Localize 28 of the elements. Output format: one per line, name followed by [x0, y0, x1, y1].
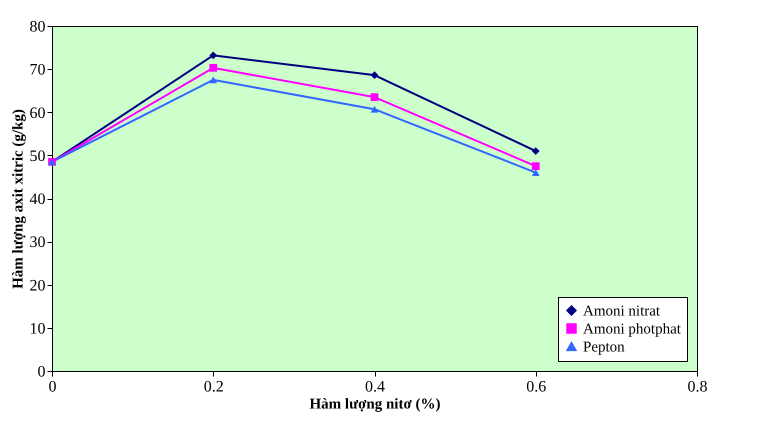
- y-tick-label: 0: [38, 364, 46, 380]
- x-tick-label: 0.4: [365, 378, 385, 396]
- y-tick-label: 10: [30, 320, 46, 338]
- y-tick-label: 80: [30, 18, 46, 36]
- x-tick-label: 0: [48, 378, 56, 396]
- point: [370, 71, 378, 80]
- point: [209, 64, 218, 72]
- x-axis-title: Hàm lượng nitơ (%): [309, 396, 441, 412]
- y-tick-label: 40: [30, 191, 46, 208]
- y-tick-label: 50: [30, 148, 46, 165]
- y-axis-title: Hàm lượng axit xitric (g/kg): [10, 109, 26, 289]
- x-tick-label: 0.6: [526, 378, 546, 396]
- y-tick-label: 70: [30, 62, 46, 79]
- point: [370, 106, 378, 113]
- x-tick-label: 0.8: [688, 378, 708, 396]
- y-tick-label: 30: [30, 234, 46, 252]
- point: [532, 147, 540, 155]
- y-tick-label: 60: [30, 104, 46, 122]
- point: [370, 93, 378, 102]
- legend-label: Amoni nitrat: [583, 304, 661, 320]
- point: [532, 169, 540, 176]
- x-tick-label: 0.2: [204, 378, 224, 396]
- point: [532, 162, 540, 170]
- point: [209, 76, 218, 84]
- point: [209, 51, 218, 60]
- legend-label: Pepton: [583, 340, 626, 356]
- y-tick-label: 20: [30, 277, 46, 294]
- legend-label: Amoni photphat: [583, 322, 682, 338]
